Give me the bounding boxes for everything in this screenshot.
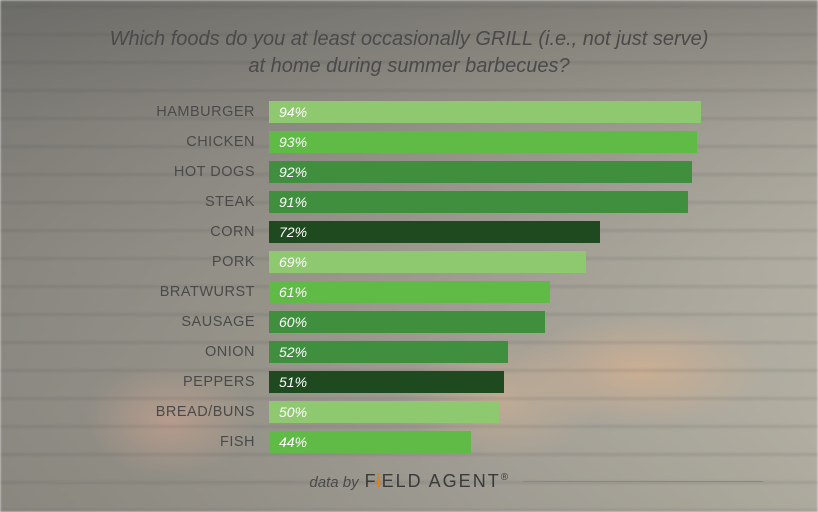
- bar-fill: 60%: [269, 311, 545, 333]
- title-line-2: at home during summer barbecues?: [248, 55, 569, 77]
- bar-label: STEAK: [89, 194, 269, 210]
- brand-logo: FiELD AGENT®: [365, 471, 509, 492]
- bar-label: BREAD/BUNS: [89, 404, 269, 420]
- bar-label: FISH: [89, 434, 269, 450]
- bar-label: ONION: [89, 344, 269, 360]
- bar-label: HAMBURGER: [89, 104, 269, 120]
- bar-track: 72%: [269, 221, 729, 243]
- bar-label: CHICKEN: [89, 134, 269, 150]
- bar-fill: 92%: [269, 161, 692, 183]
- bar-track: 50%: [269, 401, 729, 423]
- bar-fill: 61%: [269, 281, 550, 303]
- bar-row: HAMBURGER 94%: [89, 98, 729, 125]
- bar-value: 61%: [279, 284, 307, 300]
- bar-row: ONION 52%: [89, 338, 729, 365]
- bar-fill: 69%: [269, 251, 586, 273]
- bar-row: PORK 69%: [89, 248, 729, 275]
- bar-value: 69%: [279, 254, 307, 270]
- bar-row: BRATWURST 61%: [89, 278, 729, 305]
- bar-label: PORK: [89, 254, 269, 270]
- bar-track: 69%: [269, 251, 729, 273]
- bar-track: 94%: [269, 101, 729, 123]
- footer-rule-right: [523, 481, 763, 482]
- bar-fill: 44%: [269, 431, 471, 453]
- bar-row: FISH 44%: [89, 428, 729, 455]
- bar-value: 93%: [279, 134, 307, 150]
- bar-value: 92%: [279, 164, 307, 180]
- bar-value: 94%: [279, 104, 307, 120]
- bar-track: 51%: [269, 371, 729, 393]
- bar-label: PEPPERS: [89, 374, 269, 390]
- title-line-1: Which foods do you at least occasionally…: [110, 28, 709, 50]
- bar-row: BREAD/BUNS 50%: [89, 398, 729, 425]
- bar-value: 52%: [279, 344, 307, 360]
- bar-row: CORN 72%: [89, 218, 729, 245]
- footer-rule-left: [55, 481, 295, 482]
- bar-fill: 50%: [269, 401, 499, 423]
- bar-track: 60%: [269, 311, 729, 333]
- credit-line: data by FiELD AGENT®: [309, 471, 508, 492]
- bar-fill: 91%: [269, 191, 688, 213]
- bar-label: BRATWURST: [89, 284, 269, 300]
- bar-track: 61%: [269, 281, 729, 303]
- bar-fill: 93%: [269, 131, 697, 153]
- chart-container: Which foods do you at least occasionally…: [0, 0, 818, 512]
- bar-fill: 51%: [269, 371, 504, 393]
- bar-row: HOT DOGS 92%: [89, 158, 729, 185]
- bar-row: STEAK 91%: [89, 188, 729, 215]
- credit-prefix: data by: [309, 474, 358, 491]
- bar-value: 91%: [279, 194, 307, 210]
- bar-value: 50%: [279, 404, 307, 420]
- bar-value: 72%: [279, 224, 307, 240]
- bar-track: 44%: [269, 431, 729, 453]
- bar-track: 52%: [269, 341, 729, 363]
- bar-row: CHICKEN 93%: [89, 128, 729, 155]
- bar-fill: 52%: [269, 341, 508, 363]
- bar-chart: HAMBURGER 94% CHICKEN 93% HOT DOGS 92% STEAK 91…: [89, 98, 729, 455]
- bar-fill: 72%: [269, 221, 600, 243]
- bar-track: 92%: [269, 161, 729, 183]
- bar-label: CORN: [89, 224, 269, 240]
- bar-row: PEPPERS 51%: [89, 368, 729, 395]
- bar-track: 93%: [269, 131, 729, 153]
- bar-value: 44%: [279, 434, 307, 450]
- bar-value: 60%: [279, 314, 307, 330]
- bar-label: HOT DOGS: [89, 164, 269, 180]
- bar-label: SAUSAGE: [89, 314, 269, 330]
- bar-value: 51%: [279, 374, 307, 390]
- chart-footer: data by FiELD AGENT®: [0, 471, 818, 492]
- bar-fill: 94%: [269, 101, 701, 123]
- chart-title: Which foods do you at least occasionally…: [0, 26, 818, 80]
- bar-row: SAUSAGE 60%: [89, 308, 729, 335]
- bar-track: 91%: [269, 191, 729, 213]
